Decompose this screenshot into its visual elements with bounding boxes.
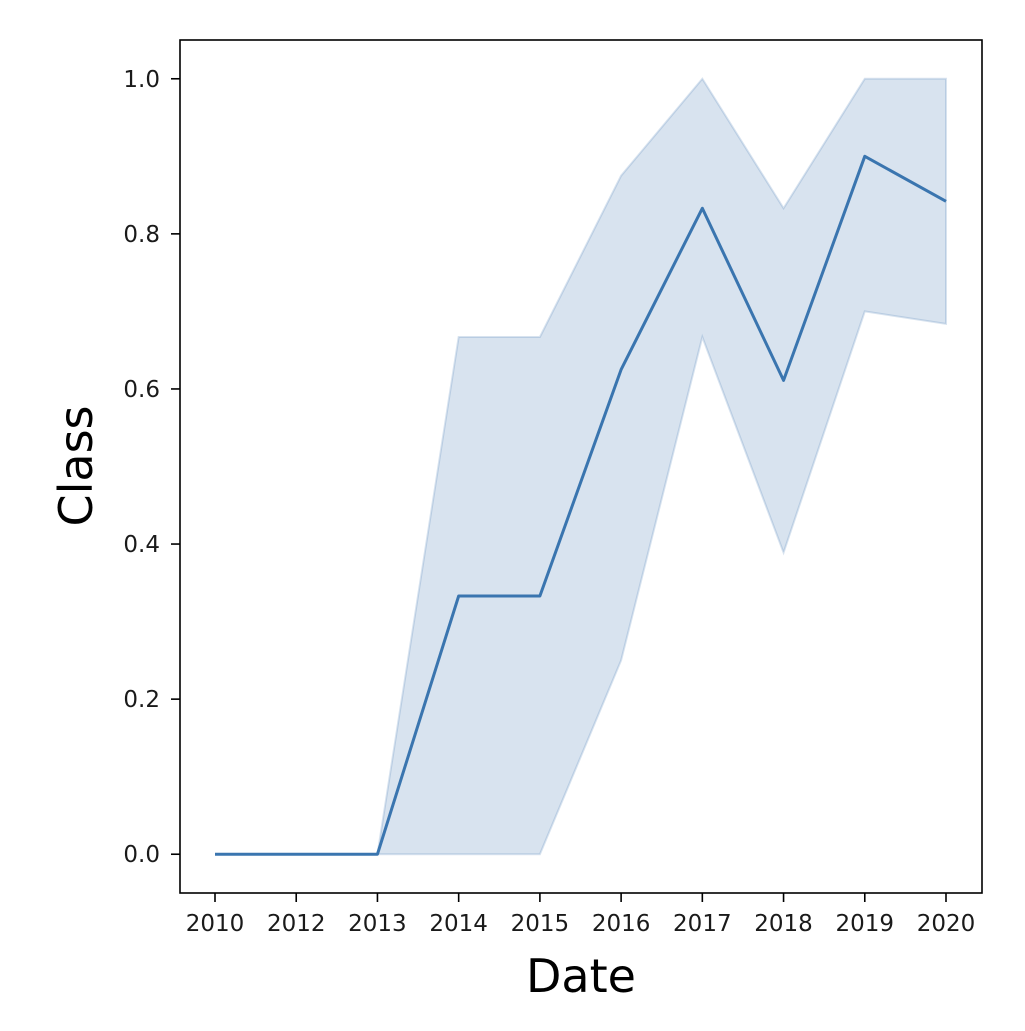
y-axis-label: Class [49, 405, 103, 526]
y-tick-label: 0.0 [123, 842, 160, 868]
series-line [215, 154, 947, 856]
y-tick-label: 0.2 [123, 687, 160, 713]
x-tick-label: 2019 [836, 911, 895, 937]
y-tick-label: 0.8 [123, 222, 160, 248]
x-axis: 2010 2012 2013 2014 2015 2016 2017 2018 2019 2020 [186, 893, 976, 937]
plot-frame [179, 39, 983, 894]
y-tick-label: 0.6 [123, 377, 160, 403]
y-tick-label: 1.0 [123, 67, 160, 93]
y-axis: 0.0 0.2 0.4 0.6 0.8 1.0 [123, 67, 180, 868]
x-tick-label: 2013 [348, 911, 407, 937]
confidence-band-layer [215, 77, 947, 856]
x-tick-label: 2020 [917, 911, 976, 937]
x-tick-label: 2014 [429, 911, 488, 937]
y-tick-label: 0.4 [123, 532, 160, 558]
x-tick-label: 2016 [592, 911, 651, 937]
x-tick-label: 2015 [511, 911, 570, 937]
x-tick-label: 2017 [673, 911, 732, 937]
x-tick-label: 2010 [186, 911, 245, 937]
confidence-band [215, 77, 947, 856]
x-axis-label: Date [526, 949, 636, 1003]
x-tick-label: 2012 [267, 911, 326, 937]
x-tick-label: 2018 [754, 911, 813, 937]
series-line-layer [215, 154, 947, 856]
